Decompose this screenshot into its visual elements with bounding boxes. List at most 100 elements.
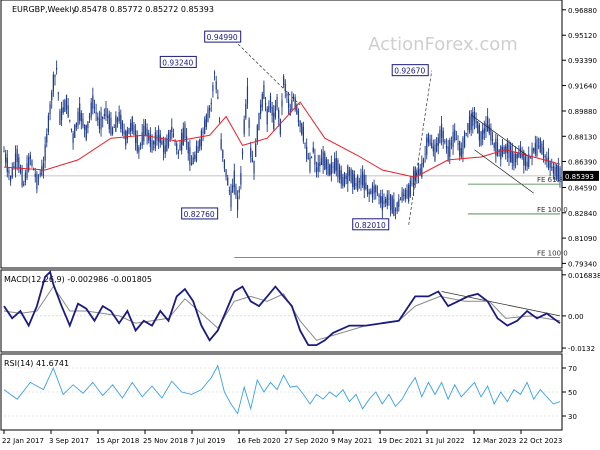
candle-body	[232, 185, 234, 193]
candle-body	[166, 138, 168, 152]
candle-body	[284, 84, 286, 92]
candle-body	[16, 148, 18, 163]
x-tick-label: 25 Nov 2018	[143, 437, 188, 445]
candle-body	[41, 166, 43, 176]
candle-body	[324, 152, 326, 170]
candle-body	[557, 165, 559, 182]
candle-body	[371, 184, 374, 198]
candle-body	[457, 143, 459, 145]
candle-body	[171, 126, 173, 133]
candle-body	[60, 107, 63, 120]
price-label: 0.82760	[184, 210, 215, 219]
candle-body	[337, 159, 339, 178]
price-label-box	[159, 55, 197, 68]
candle-body	[417, 169, 420, 176]
candle-body	[46, 133, 48, 143]
candle-body	[511, 150, 513, 164]
candle-body	[350, 169, 352, 183]
price-tick-label: 0.96880	[568, 7, 597, 15]
price-label-box	[391, 64, 429, 77]
candle-body	[255, 144, 257, 157]
candle-body	[394, 209, 397, 211]
candle-body	[5, 153, 7, 163]
candle-body	[325, 159, 328, 170]
candle-body	[437, 137, 439, 146]
candle-body	[398, 199, 400, 207]
candle-body	[473, 112, 476, 121]
candle-body	[478, 125, 480, 141]
candle-body	[460, 147, 462, 158]
candle-body	[546, 158, 548, 162]
candle-body	[235, 186, 237, 196]
candle-body	[538, 146, 540, 147]
candle-body	[82, 118, 84, 127]
candle-body	[90, 102, 92, 117]
candle-body	[368, 191, 370, 195]
candle-body	[338, 166, 341, 180]
candle-body	[21, 168, 23, 186]
candle-body	[401, 191, 403, 201]
candle-body	[133, 125, 135, 136]
candle-body	[65, 94, 68, 110]
x-tick-label: 22 Jan 2017	[2, 437, 44, 445]
candle-body	[519, 147, 522, 158]
candle-body	[146, 128, 148, 137]
candle-body	[508, 144, 510, 159]
candle-body	[299, 120, 301, 127]
candle-body	[554, 166, 556, 176]
candle-body	[230, 190, 232, 208]
last-price-tag	[563, 170, 599, 181]
candle-body	[241, 151, 244, 155]
candle-body	[212, 85, 214, 92]
candle-body	[141, 132, 143, 146]
candle-body	[412, 170, 415, 188]
candle-body	[380, 196, 382, 204]
last-price-label: 0.85393	[565, 173, 594, 181]
macd-series	[3, 270, 561, 347]
candle-body	[334, 158, 336, 173]
candle-body	[62, 107, 64, 113]
candle-body	[541, 143, 543, 155]
x-tick-label: 16 Feb 2020	[237, 437, 281, 445]
candle-body	[472, 111, 474, 127]
price-tick-label: 0.79340	[568, 260, 597, 268]
candle-body	[158, 128, 160, 142]
candle-body	[116, 118, 119, 123]
price-label-box	[352, 218, 390, 231]
candle-body	[330, 162, 332, 175]
x-tick-label: 9 May 2021	[331, 437, 372, 445]
candle-body	[100, 112, 102, 130]
candle-body	[311, 156, 313, 158]
candle-body	[54, 74, 56, 78]
candle-body	[493, 143, 495, 148]
candle-body	[547, 156, 550, 169]
candle-body	[521, 153, 523, 158]
candle-body	[9, 175, 12, 182]
candle-body	[169, 130, 171, 140]
candle-body	[403, 194, 405, 197]
candle-body	[329, 164, 331, 176]
candle-body	[362, 171, 364, 186]
candle-body	[462, 138, 464, 155]
channel-lower-line	[474, 149, 534, 194]
candle-body	[37, 177, 40, 179]
candle-body	[463, 132, 466, 148]
candle-body	[335, 157, 337, 171]
candle-body	[529, 156, 531, 158]
rsi-tick-label: 70	[568, 365, 577, 373]
candle-body	[190, 162, 193, 166]
candle-body	[209, 107, 211, 111]
candle-body	[365, 182, 367, 189]
rsi-title: RSI(14) 41.6741	[4, 359, 69, 368]
candle-body	[19, 167, 22, 173]
price-tick-label: 0.89880	[568, 108, 597, 116]
candle-body	[307, 158, 309, 160]
candle-body	[218, 120, 221, 122]
candle-body	[261, 93, 263, 108]
candle-body	[118, 111, 120, 122]
candle-body	[52, 74, 54, 92]
candle-body	[287, 99, 290, 108]
candle-body	[357, 175, 359, 191]
candle-body	[506, 142, 508, 154]
